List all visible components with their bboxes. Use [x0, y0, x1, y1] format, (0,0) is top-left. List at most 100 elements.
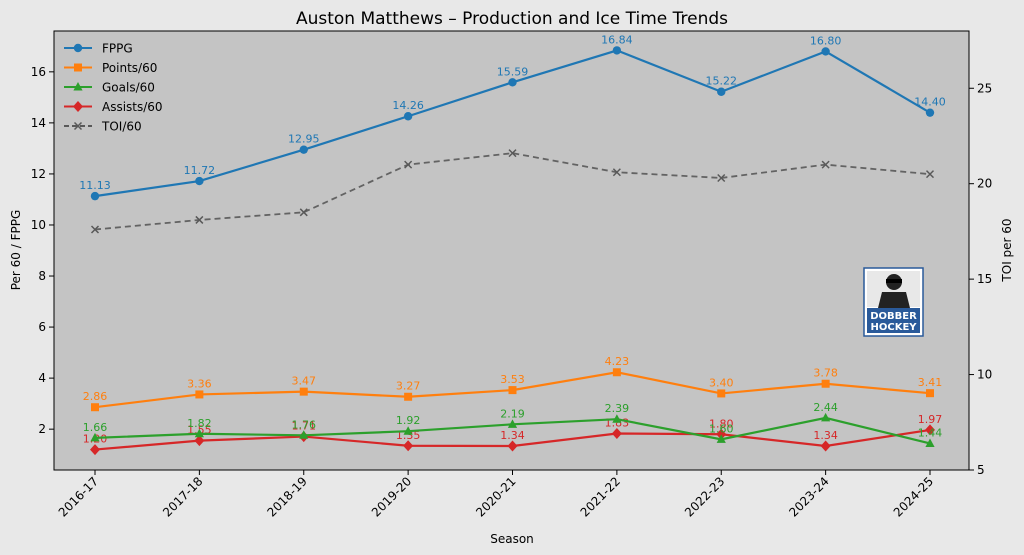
y2-axis-label: TOI per 60 — [1000, 218, 1014, 282]
x-tick-label: 2017-18 — [160, 474, 205, 519]
data-point-toi-60 — [925, 170, 935, 179]
data-label-goals-60: 1.66 — [83, 421, 108, 434]
data-point-goals-60 — [612, 414, 622, 423]
data-label-assists-60: 1.80 — [709, 417, 734, 430]
data-label-points-60: 3.36 — [187, 377, 212, 390]
data-label-goals-60: 1.44 — [918, 426, 943, 439]
y-tick-label: 8 — [38, 269, 46, 283]
data-point-points-60 — [299, 387, 308, 396]
data-point-fppg — [299, 145, 308, 154]
data-label-points-60: 3.78 — [813, 367, 838, 380]
data-label-fppg: 11.72 — [184, 164, 216, 177]
data-label-fppg: 16.84 — [601, 33, 633, 46]
data-label-fppg: 14.40 — [914, 96, 946, 109]
logo-line2: HOCKEY — [870, 322, 917, 333]
data-point-goals-60 — [90, 432, 100, 442]
data-point-fppg — [195, 176, 204, 186]
data-point-fppg — [925, 108, 935, 117]
data-point-assists-60 — [925, 424, 935, 436]
data-point-goals-60 — [925, 438, 935, 447]
data-label-points-60: 3.53 — [500, 373, 525, 386]
data-label-fppg: 11.13 — [79, 179, 111, 192]
x-axis-label: Season — [490, 532, 534, 546]
right-axis: 5 10 15 20 25 — [969, 81, 992, 477]
legend-marker-goals-60 — [73, 82, 83, 91]
y-tick-label: 4 — [38, 371, 46, 385]
legend-label-goals-60: Goals/60 — [102, 81, 155, 95]
data-point-goals-60 — [507, 419, 518, 428]
data-label-fppg: 16.80 — [810, 34, 842, 47]
data-point-fppg — [717, 87, 726, 96]
data-point-toi-60 — [195, 215, 204, 224]
x-tick-label: 2016-17 — [56, 474, 101, 519]
data-point-assists-60 — [403, 440, 414, 452]
data-label-goals-60: 1.60 — [709, 422, 734, 435]
data-point-fppg — [403, 112, 413, 121]
y-tick-label: 2 — [38, 422, 46, 436]
data-point-points-60 — [404, 392, 413, 401]
data-label-goals-60: 2.19 — [500, 407, 525, 420]
data-point-fppg — [508, 78, 517, 87]
data-point-toi-60 — [717, 173, 726, 183]
y-tick-label: 14 — [31, 116, 46, 130]
data-label-goals-60: 1.92 — [396, 414, 421, 427]
data-point-goals-60 — [821, 412, 831, 422]
data-label-goals-60: 1.76 — [292, 418, 317, 431]
x-tick-label: 2022-23 — [682, 474, 727, 519]
data-point-assists-60 — [820, 440, 831, 452]
y-tick-label: 10 — [31, 218, 46, 232]
plot-area — [53, 30, 970, 471]
x-tick-label: 2021-22 — [578, 474, 623, 519]
legend-label-toi-60: TOI/60 — [101, 120, 142, 134]
y2-tick-label: 10 — [977, 368, 992, 382]
data-point-goals-60 — [299, 430, 309, 439]
data-point-goals-60 — [194, 428, 204, 438]
data-point-fppg — [90, 191, 100, 201]
data-point-points-60 — [821, 379, 830, 388]
left-axis: 2 4 6 8 10 12 14 16 — [31, 65, 54, 436]
data-label-goals-60: 2.39 — [605, 402, 630, 415]
data-label-points-60: 2.86 — [83, 390, 108, 403]
data-point-points-60 — [926, 389, 934, 398]
data-label-fppg: 15.59 — [497, 65, 529, 78]
data-point-points-60 — [717, 389, 726, 398]
data-label-points-60: 3.40 — [709, 376, 734, 389]
data-label-goals-60: 2.44 — [813, 401, 838, 414]
legend-label-fppg: FPPG — [102, 42, 133, 56]
series-fppg: 11.13 11.72 12.95 14.26 15.59 16.84 15.22 16.80… — [79, 33, 946, 201]
data-label-fppg: 12.95 — [288, 133, 320, 146]
y2-tick-label: 5 — [977, 463, 985, 477]
x-tick-label: 2023-24 — [786, 474, 831, 519]
data-point-toi-60 — [508, 149, 517, 158]
series-layer: 1.201.551.711.351.341.831.801.341.971.66… — [79, 33, 946, 456]
x-tick-label: 2018-19 — [265, 474, 310, 519]
legend-marker-assists-60 — [73, 101, 83, 112]
data-label-fppg: 14.26 — [392, 99, 424, 112]
data-point-toi-60 — [612, 168, 621, 177]
series-points-60: 2.86 3.36 3.47 3.27 3.53 4.23 3.40 3.78 3.41 — [83, 355, 942, 412]
data-point-toi-60 — [90, 225, 100, 234]
data-label-assists-60: 1.34 — [813, 429, 838, 442]
x-tick-label: 2019-20 — [369, 474, 414, 519]
legend-marker-toi-60 — [73, 121, 83, 131]
data-label-points-60: 4.23 — [605, 355, 630, 368]
legend-label-points-60: Points/60 — [102, 61, 157, 75]
legend: FPPG Points/60 Goals/60 Assists/60 TOI/60 — [64, 42, 163, 134]
legend-label-assists-60: Assists/60 — [102, 100, 163, 114]
data-point-toi-60 — [404, 160, 413, 169]
data-point-points-60 — [195, 390, 204, 399]
data-point-points-60 — [612, 368, 621, 377]
data-label-points-60: 3.27 — [396, 380, 421, 393]
data-label-assists-60: 1.97 — [918, 413, 943, 426]
y-tick-label: 12 — [31, 167, 46, 181]
data-point-assists-60 — [507, 440, 518, 452]
data-label-goals-60: 1.82 — [187, 417, 212, 430]
data-point-goals-60 — [403, 426, 413, 435]
y2-tick-label: 20 — [977, 177, 992, 191]
y-tick-label: 16 — [31, 65, 46, 79]
y-tick-label: 6 — [38, 320, 46, 334]
x-axis: 2016-17 2017-18 2018-19 2019-20 2020-21 2021-… — [56, 470, 936, 520]
series-line-toi-60 — [94, 152, 931, 231]
logo-line1: DOBBER — [870, 311, 917, 322]
